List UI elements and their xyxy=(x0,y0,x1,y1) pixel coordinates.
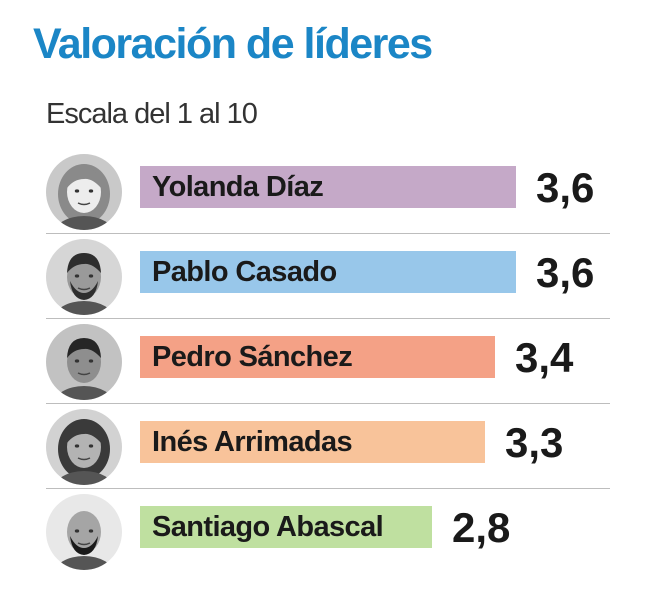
bar-label: Santiago Abascal xyxy=(152,511,384,543)
data-label: 3,6 xyxy=(536,164,595,211)
data-label: 2,8 xyxy=(452,504,511,551)
data-label: 3,4 xyxy=(515,334,574,381)
bar-label: Pedro Sánchez xyxy=(152,341,353,373)
row-divider xyxy=(46,318,610,319)
row-divider xyxy=(46,403,610,404)
leader-row: Yolanda Díaz 3,6 xyxy=(0,150,654,234)
leader-row: Santiago Abascal 2,8 xyxy=(0,490,654,574)
pablo-casado-photo xyxy=(46,239,122,315)
bar xyxy=(140,336,495,378)
data-label: 3,6 xyxy=(536,249,595,296)
bar-label: Pablo Casado xyxy=(152,256,337,288)
bar xyxy=(140,166,516,208)
bar xyxy=(140,421,485,463)
chart-subtitle: Escala del 1 al 10 xyxy=(46,98,258,130)
leader-row: Pablo Casado 3,6 xyxy=(0,235,654,319)
leader-row: Pedro Sánchez 3,4 xyxy=(0,320,654,404)
chart-title: Valoración de líderes xyxy=(33,20,433,68)
row-divider xyxy=(46,233,610,234)
row-divider xyxy=(46,488,610,489)
bar xyxy=(140,506,432,548)
pedro-sanchez-photo xyxy=(46,324,122,400)
yolanda-diaz-photo xyxy=(46,154,122,230)
bar xyxy=(140,251,516,293)
leader-row: Inés Arrimadas 3,3 xyxy=(0,405,654,489)
bar-label: Yolanda Díaz xyxy=(152,171,324,203)
santiago-abascal-photo xyxy=(46,494,122,570)
data-label: 3,3 xyxy=(505,419,564,466)
ines-arrimadas-photo xyxy=(46,409,122,485)
bar-label: Inés Arrimadas xyxy=(152,426,353,458)
